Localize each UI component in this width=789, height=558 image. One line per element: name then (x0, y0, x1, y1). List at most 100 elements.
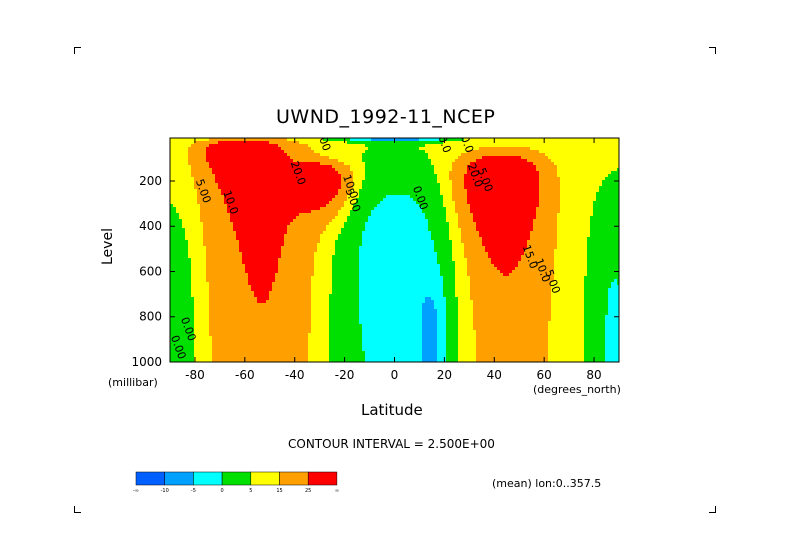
field-cell (275, 174, 279, 178)
field-cell (452, 222, 456, 226)
field-cell (365, 195, 369, 199)
field-cell (392, 201, 396, 205)
field-cell (353, 162, 357, 166)
field-cell (488, 177, 492, 181)
field-cell (233, 150, 237, 154)
field-cell (170, 180, 174, 184)
field-cell (362, 159, 366, 163)
field-cell (224, 159, 228, 163)
field-cell (311, 195, 315, 199)
field-cell (560, 159, 564, 163)
field-cell (356, 159, 360, 163)
field-cell (506, 177, 510, 181)
field-cell (443, 186, 447, 190)
field-cell (473, 195, 477, 199)
field-cell (215, 225, 219, 229)
field-cell (335, 177, 339, 181)
field-cell (335, 189, 339, 193)
field-cell (290, 195, 294, 199)
field-cell (410, 165, 414, 169)
field-cell (257, 162, 261, 166)
field-cell (575, 222, 579, 226)
field-cell (584, 231, 588, 235)
field-cell (218, 141, 222, 145)
field-cell (221, 234, 225, 238)
field-cell (338, 147, 342, 151)
field-cell (335, 141, 339, 145)
field-cell (209, 174, 213, 178)
field-cell (200, 162, 204, 166)
field-cell (479, 138, 483, 142)
field-cell (500, 147, 504, 151)
field-cell (479, 171, 483, 175)
field-cell (467, 150, 471, 154)
field-cell (404, 234, 408, 238)
field-cell (293, 183, 297, 187)
field-cell (509, 216, 513, 220)
field-cell (296, 156, 300, 160)
field-cell (410, 213, 414, 217)
field-cell (578, 165, 582, 169)
field-cell (179, 213, 183, 217)
field-cell (548, 150, 552, 154)
field-cell (209, 192, 213, 196)
field-cell (581, 216, 585, 220)
field-cell (563, 147, 567, 151)
field-cell (587, 198, 591, 202)
field-cell (521, 159, 525, 163)
field-cell (572, 138, 576, 142)
field-cell (260, 192, 264, 196)
field-cell (551, 219, 555, 223)
field-cell (347, 231, 351, 235)
field-cell (362, 201, 366, 205)
field-cell (470, 141, 474, 145)
field-cell (176, 153, 180, 157)
field-cell (194, 156, 198, 160)
field-cell (377, 147, 381, 151)
field-cell (575, 186, 579, 190)
field-cell (362, 171, 366, 175)
field-cell (242, 213, 246, 217)
field-cell (224, 216, 228, 220)
field-cell (176, 207, 180, 211)
field-cell (557, 207, 561, 211)
field-cell (203, 153, 207, 157)
field-cell (578, 150, 582, 154)
field-cell (542, 204, 546, 208)
field-cell (248, 234, 252, 238)
field-cell (524, 234, 528, 238)
field-cell (560, 195, 564, 199)
field-cell (368, 171, 372, 175)
field-cell (479, 189, 483, 193)
field-cell (365, 150, 369, 154)
field-cell (485, 216, 489, 220)
field-cell (341, 183, 345, 187)
field-cell (224, 204, 228, 208)
field-cell (611, 171, 615, 175)
field-cell (527, 174, 531, 178)
field-cell (320, 198, 324, 202)
field-cell (173, 141, 177, 145)
field-cell (281, 228, 285, 232)
field-cell (575, 210, 579, 214)
field-cell (374, 138, 378, 142)
field-cell (362, 174, 366, 178)
field-cell (224, 189, 228, 193)
field-cell (284, 231, 288, 235)
field-cell (272, 183, 276, 187)
field-cell (581, 228, 585, 232)
field-cell (329, 168, 333, 172)
field-cell (545, 225, 549, 229)
field-cell (230, 189, 234, 193)
field-cell (296, 201, 300, 205)
field-cell (551, 171, 555, 175)
field-cell (305, 195, 309, 199)
field-cell (284, 159, 288, 163)
field-cell (365, 189, 369, 193)
field-cell (305, 201, 309, 205)
field-cell (461, 189, 465, 193)
field-cell (476, 222, 480, 226)
field-cell (446, 222, 450, 226)
field-cell (524, 216, 528, 220)
field-cell (398, 192, 402, 196)
